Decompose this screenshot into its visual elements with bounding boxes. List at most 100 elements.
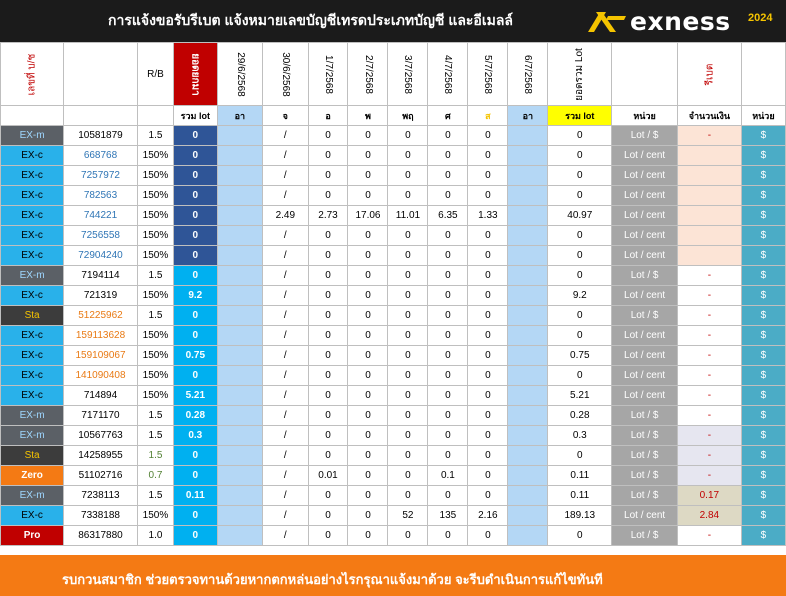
exness-logo: exness	[586, 6, 746, 38]
brought-forward-lot-cell: 0	[173, 125, 218, 146]
account-number-cell: 141090408	[63, 365, 138, 386]
sum-lot-cell: 0	[547, 365, 613, 386]
unit-cell: Lot / $	[611, 485, 678, 506]
account-type-cell: EX-m	[0, 425, 65, 446]
daily-lot-cell: 0	[467, 485, 509, 506]
account-number-cell: 7194114	[63, 265, 138, 286]
daily-lot-cell: 1.33	[467, 205, 509, 226]
daily-lot-cell: 0	[467, 465, 509, 486]
sun-cell	[507, 425, 549, 446]
daily-lot-cell: 0	[467, 305, 509, 326]
daily-lot-cell: 0	[467, 365, 509, 386]
currency-cell: $	[740, 425, 786, 446]
daily-lot-cell: 0	[467, 165, 509, 186]
daily-lot-cell: 17.06	[347, 205, 389, 226]
daily-lot-cell: 0.1	[427, 465, 469, 486]
day-2: อ	[307, 105, 349, 126]
rb-cell: 150%	[136, 165, 175, 186]
unit-cell: Lot / cent	[611, 345, 678, 366]
account-type-cell: Sta	[0, 445, 65, 466]
daily-lot-cell: /	[262, 305, 309, 326]
unit-cell: Lot / $	[611, 465, 678, 486]
daily-lot-cell: 0	[427, 145, 469, 166]
sum-lot-cell: 0.11	[547, 465, 613, 486]
daily-lot-cell: 0	[347, 345, 389, 366]
currency-cell: $	[740, 485, 786, 506]
account-number-cell: 86317880	[63, 525, 138, 546]
rb-cell: 150%	[136, 285, 175, 306]
sum-lot-cell: 0	[547, 445, 613, 466]
daily-lot-cell: 0	[347, 505, 389, 526]
rb-cell: 1.5	[136, 405, 175, 426]
sum-lot-cell: 0.11	[547, 485, 613, 506]
rb-cell: 150%	[136, 505, 175, 526]
brought-forward-lot-cell: 0	[173, 205, 218, 226]
account-number-cell: 14258955	[63, 445, 138, 466]
table-row: EX-m 10567763 1.5 0.3/0 0 0 0 0 0.3 Lot / $ - $	[0, 425, 786, 446]
sun-cell	[507, 345, 549, 366]
table-row: EX-c 7257972 150% 0/0 0 0 0 0 0 Lot / cent $	[0, 165, 786, 186]
daily-lot-cell: /	[262, 245, 309, 266]
sum-lot-cell: 40.97	[547, 205, 613, 226]
account-number-cell: 159109067	[63, 345, 138, 366]
day-1: จ	[262, 105, 309, 126]
daily-lot-cell: 0	[427, 265, 469, 286]
currency-cell: $	[740, 465, 786, 486]
day-0: อา	[216, 105, 264, 126]
sum-lot-cell: 0	[547, 165, 613, 186]
sun-cell	[507, 265, 549, 286]
account-type-cell: EX-c	[0, 325, 65, 346]
sun-cell	[507, 385, 549, 406]
sum-lot-cell: 0	[547, 265, 613, 286]
daily-lot-cell: 0	[467, 345, 509, 366]
sun-cell	[507, 225, 549, 246]
currency-cell: $	[740, 225, 786, 246]
footer-banner: รบกวนสมาชิก ช่วยตรวจทานด้วยหากตกหล่นอย่า…	[0, 555, 786, 596]
unit-cell: Lot / $	[611, 405, 678, 426]
daily-lot-cell: 0	[347, 385, 389, 406]
rebate-table: เลขที่ บ/ช R/B ยอดยกมา 29/6/2568 30/6/25…	[0, 42, 786, 546]
brought-forward-lot-cell: 0	[173, 505, 218, 526]
rb-cell: 1.5	[136, 445, 175, 466]
daily-lot-cell: /	[262, 165, 309, 186]
daily-lot-cell: 0	[347, 405, 389, 426]
daily-lot-cell: 0	[427, 185, 469, 206]
rebate-amount-cell: -	[676, 445, 742, 466]
account-number-cell: 10581879	[63, 125, 138, 146]
daily-lot-cell: 0	[427, 345, 469, 366]
daily-lot-cell: 0	[387, 245, 429, 266]
daily-lot-cell: 0	[347, 305, 389, 326]
date-header-1: 30/6/2568	[262, 42, 309, 106]
account-type-cell: EX-c	[0, 245, 65, 266]
rb-cell: 150%	[136, 325, 175, 346]
daily-lot-cell: 0	[427, 125, 469, 146]
daily-lot-cell: /	[262, 185, 309, 206]
logo-text: exness	[630, 7, 731, 36]
brought-forward-lot-cell: 0	[173, 145, 218, 166]
day-5: ศ	[427, 105, 469, 126]
table-row: EX-c 7256558 150% 0/0 0 0 0 0 0 Lot / cent $	[0, 225, 786, 246]
daily-lot-cell: 0	[387, 145, 429, 166]
daily-lot-cell: 0	[307, 505, 349, 526]
day-6: ส	[467, 105, 509, 126]
account-number-cell: 72904240	[63, 245, 138, 266]
brought-forward-lot-cell: 0	[173, 365, 218, 386]
sun-cell	[216, 405, 264, 426]
rebate-amount-cell: -	[676, 385, 742, 406]
currency-cell: $	[740, 125, 786, 146]
daily-lot-cell: 0	[427, 165, 469, 186]
day-7: อา	[507, 105, 549, 126]
daily-lot-cell: 0	[467, 405, 509, 426]
sun-cell	[216, 345, 264, 366]
daily-lot-cell: 0	[307, 405, 349, 426]
sun-cell	[216, 285, 264, 306]
sun-cell	[216, 225, 264, 246]
daily-lot-cell: 0	[387, 265, 429, 286]
currency-cell: $	[740, 285, 786, 306]
rb-cell: 150%	[136, 245, 175, 266]
account-type-cell: EX-m	[0, 405, 65, 426]
daily-lot-cell: /	[262, 325, 309, 346]
daily-lot-cell: 0	[347, 245, 389, 266]
account-number-cell: 51225962	[63, 305, 138, 326]
rebate-amount-cell: -	[676, 325, 742, 346]
